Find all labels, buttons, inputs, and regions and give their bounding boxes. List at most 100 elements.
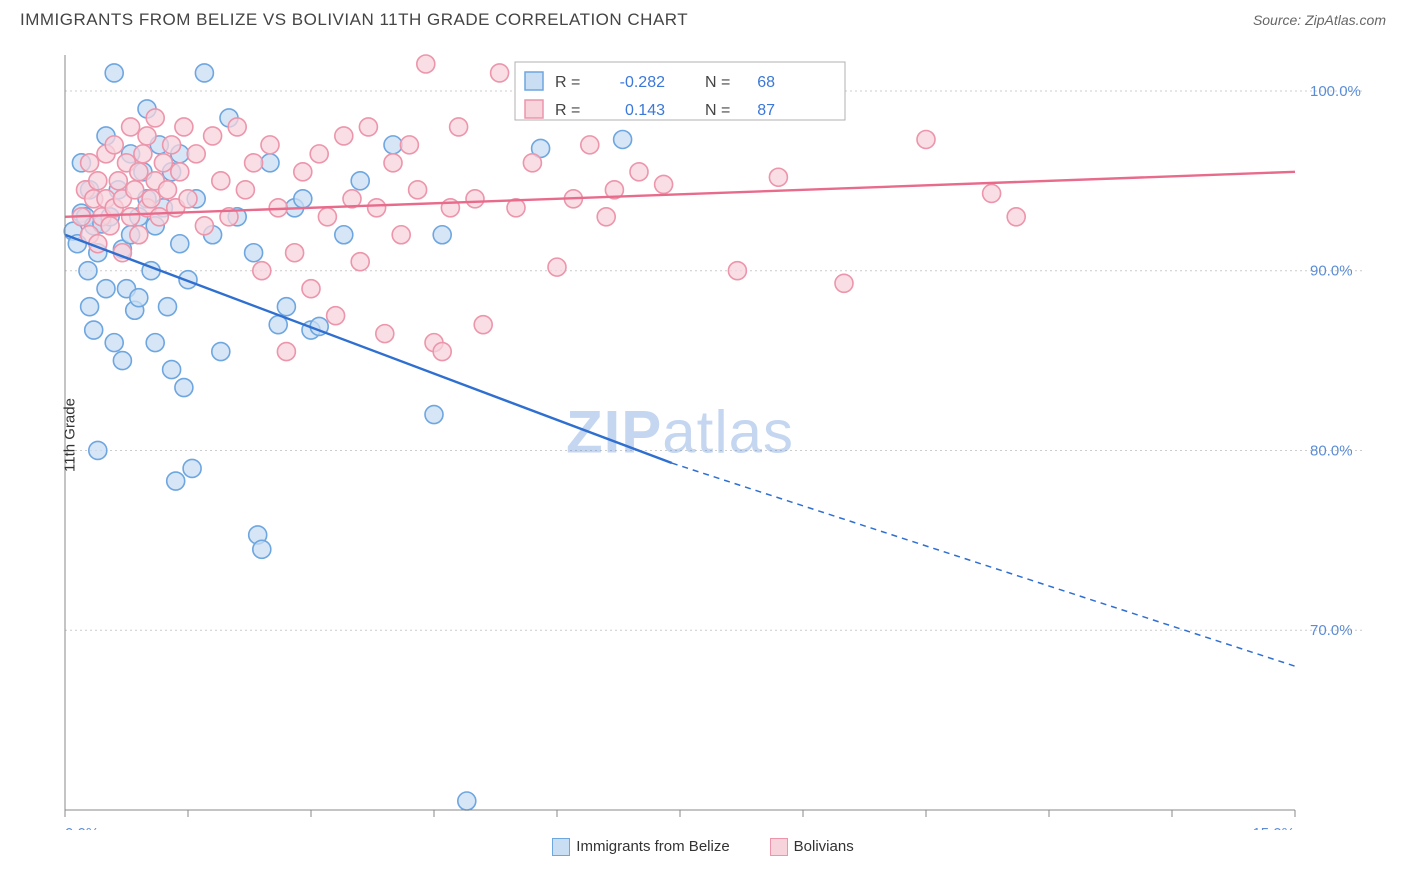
scatter-point xyxy=(154,154,172,172)
scatter-point xyxy=(89,172,107,190)
svg-text:N =: N = xyxy=(705,102,730,119)
scatter-point xyxy=(212,343,230,361)
scatter-point xyxy=(597,208,615,226)
scatter-point xyxy=(417,55,435,73)
scatter-point xyxy=(179,190,197,208)
svg-text:90.0%: 90.0% xyxy=(1310,263,1353,280)
scatter-point xyxy=(253,262,271,280)
svg-text:80.0%: 80.0% xyxy=(1310,442,1353,459)
scatter-point xyxy=(138,127,156,145)
scatter-point xyxy=(105,334,123,352)
svg-text:68: 68 xyxy=(757,74,775,91)
scatter-point xyxy=(89,441,107,459)
scatter-point xyxy=(523,154,541,172)
scatter-point xyxy=(159,181,177,199)
scatter-point xyxy=(195,64,213,82)
scatter-point xyxy=(79,262,97,280)
scatter-point xyxy=(97,280,115,298)
scatter-point xyxy=(614,130,632,148)
scatter-point xyxy=(400,136,418,154)
scatter-point xyxy=(277,298,295,316)
scatter-point xyxy=(769,168,787,186)
scatter-point xyxy=(318,208,336,226)
svg-text:-0.282: -0.282 xyxy=(620,74,665,91)
scatter-point xyxy=(335,226,353,244)
legend-item: Immigrants from Belize xyxy=(552,838,729,856)
scatter-point xyxy=(187,145,205,163)
scatter-point xyxy=(474,316,492,334)
scatter-point xyxy=(163,361,181,379)
svg-text:87: 87 xyxy=(757,102,775,119)
scatter-point xyxy=(458,792,476,810)
scatter-point xyxy=(466,190,484,208)
x-max-label: 15.0% xyxy=(1252,825,1295,830)
chart-title: IMMIGRANTS FROM BELIZE VS BOLIVIAN 11TH … xyxy=(20,10,688,30)
scatter-point xyxy=(302,280,320,298)
scatter-point xyxy=(195,217,213,235)
scatter-point xyxy=(130,163,148,181)
scatter-point xyxy=(425,406,443,424)
scatter-point xyxy=(917,130,935,148)
scatter-point xyxy=(277,343,295,361)
scatter-point xyxy=(175,379,193,397)
scatter-point xyxy=(728,262,746,280)
scatter-point xyxy=(655,175,673,193)
scatter-point xyxy=(335,127,353,145)
scatter-point xyxy=(376,325,394,343)
scatter-point xyxy=(286,244,304,262)
scatter-point xyxy=(327,307,345,325)
scatter-point xyxy=(245,154,263,172)
legend-swatch xyxy=(770,838,788,856)
scatter-point xyxy=(81,298,99,316)
scatter-point xyxy=(212,172,230,190)
scatter-point xyxy=(175,118,193,136)
svg-text:R =: R = xyxy=(555,74,580,91)
scatter-point xyxy=(581,136,599,154)
scatter-point xyxy=(384,154,402,172)
scatter-point xyxy=(983,184,1001,202)
scatter-point xyxy=(142,190,160,208)
scatter-point xyxy=(130,289,148,307)
scatter-point xyxy=(105,136,123,154)
scatter-point xyxy=(630,163,648,181)
scatter-point xyxy=(351,172,369,190)
legend-swatch xyxy=(525,72,543,90)
scatter-point xyxy=(351,253,369,271)
scatter-point xyxy=(392,226,410,244)
scatter-point xyxy=(81,154,99,172)
scatter-point xyxy=(167,472,185,490)
scatter-point xyxy=(146,109,164,127)
scatter-point xyxy=(261,154,279,172)
svg-text:100.0%: 100.0% xyxy=(1310,83,1361,100)
scatter-point xyxy=(245,244,263,262)
svg-text:N =: N = xyxy=(705,74,730,91)
scatter-point xyxy=(310,145,328,163)
scatter-point xyxy=(85,321,103,339)
scatter-point xyxy=(433,226,451,244)
scatter-point xyxy=(228,118,246,136)
scatter-point xyxy=(101,217,119,235)
scatter-point xyxy=(163,136,181,154)
x-min-label: 0.0% xyxy=(65,825,99,830)
svg-text:0.143: 0.143 xyxy=(625,102,665,119)
legend-item: Bolivians xyxy=(770,838,854,856)
correlation-scatter-chart: 70.0%80.0%90.0%100.0%ZIPatlas0.0%15.0%R … xyxy=(55,40,1375,830)
regression-line-extrapolated xyxy=(672,463,1295,666)
scatter-point xyxy=(261,136,279,154)
scatter-point xyxy=(130,226,148,244)
svg-text:70.0%: 70.0% xyxy=(1310,622,1353,639)
scatter-point xyxy=(159,298,177,316)
legend-swatch xyxy=(525,100,543,118)
svg-text:R =: R = xyxy=(555,102,580,119)
scatter-point xyxy=(126,181,144,199)
scatter-point xyxy=(171,235,189,253)
scatter-point xyxy=(359,118,377,136)
scatter-point xyxy=(368,199,386,217)
scatter-point xyxy=(236,181,254,199)
scatter-point xyxy=(548,258,566,276)
scatter-point xyxy=(204,127,222,145)
scatter-point xyxy=(113,352,131,370)
scatter-point xyxy=(183,459,201,477)
legend-swatch xyxy=(552,838,570,856)
scatter-point xyxy=(384,136,402,154)
